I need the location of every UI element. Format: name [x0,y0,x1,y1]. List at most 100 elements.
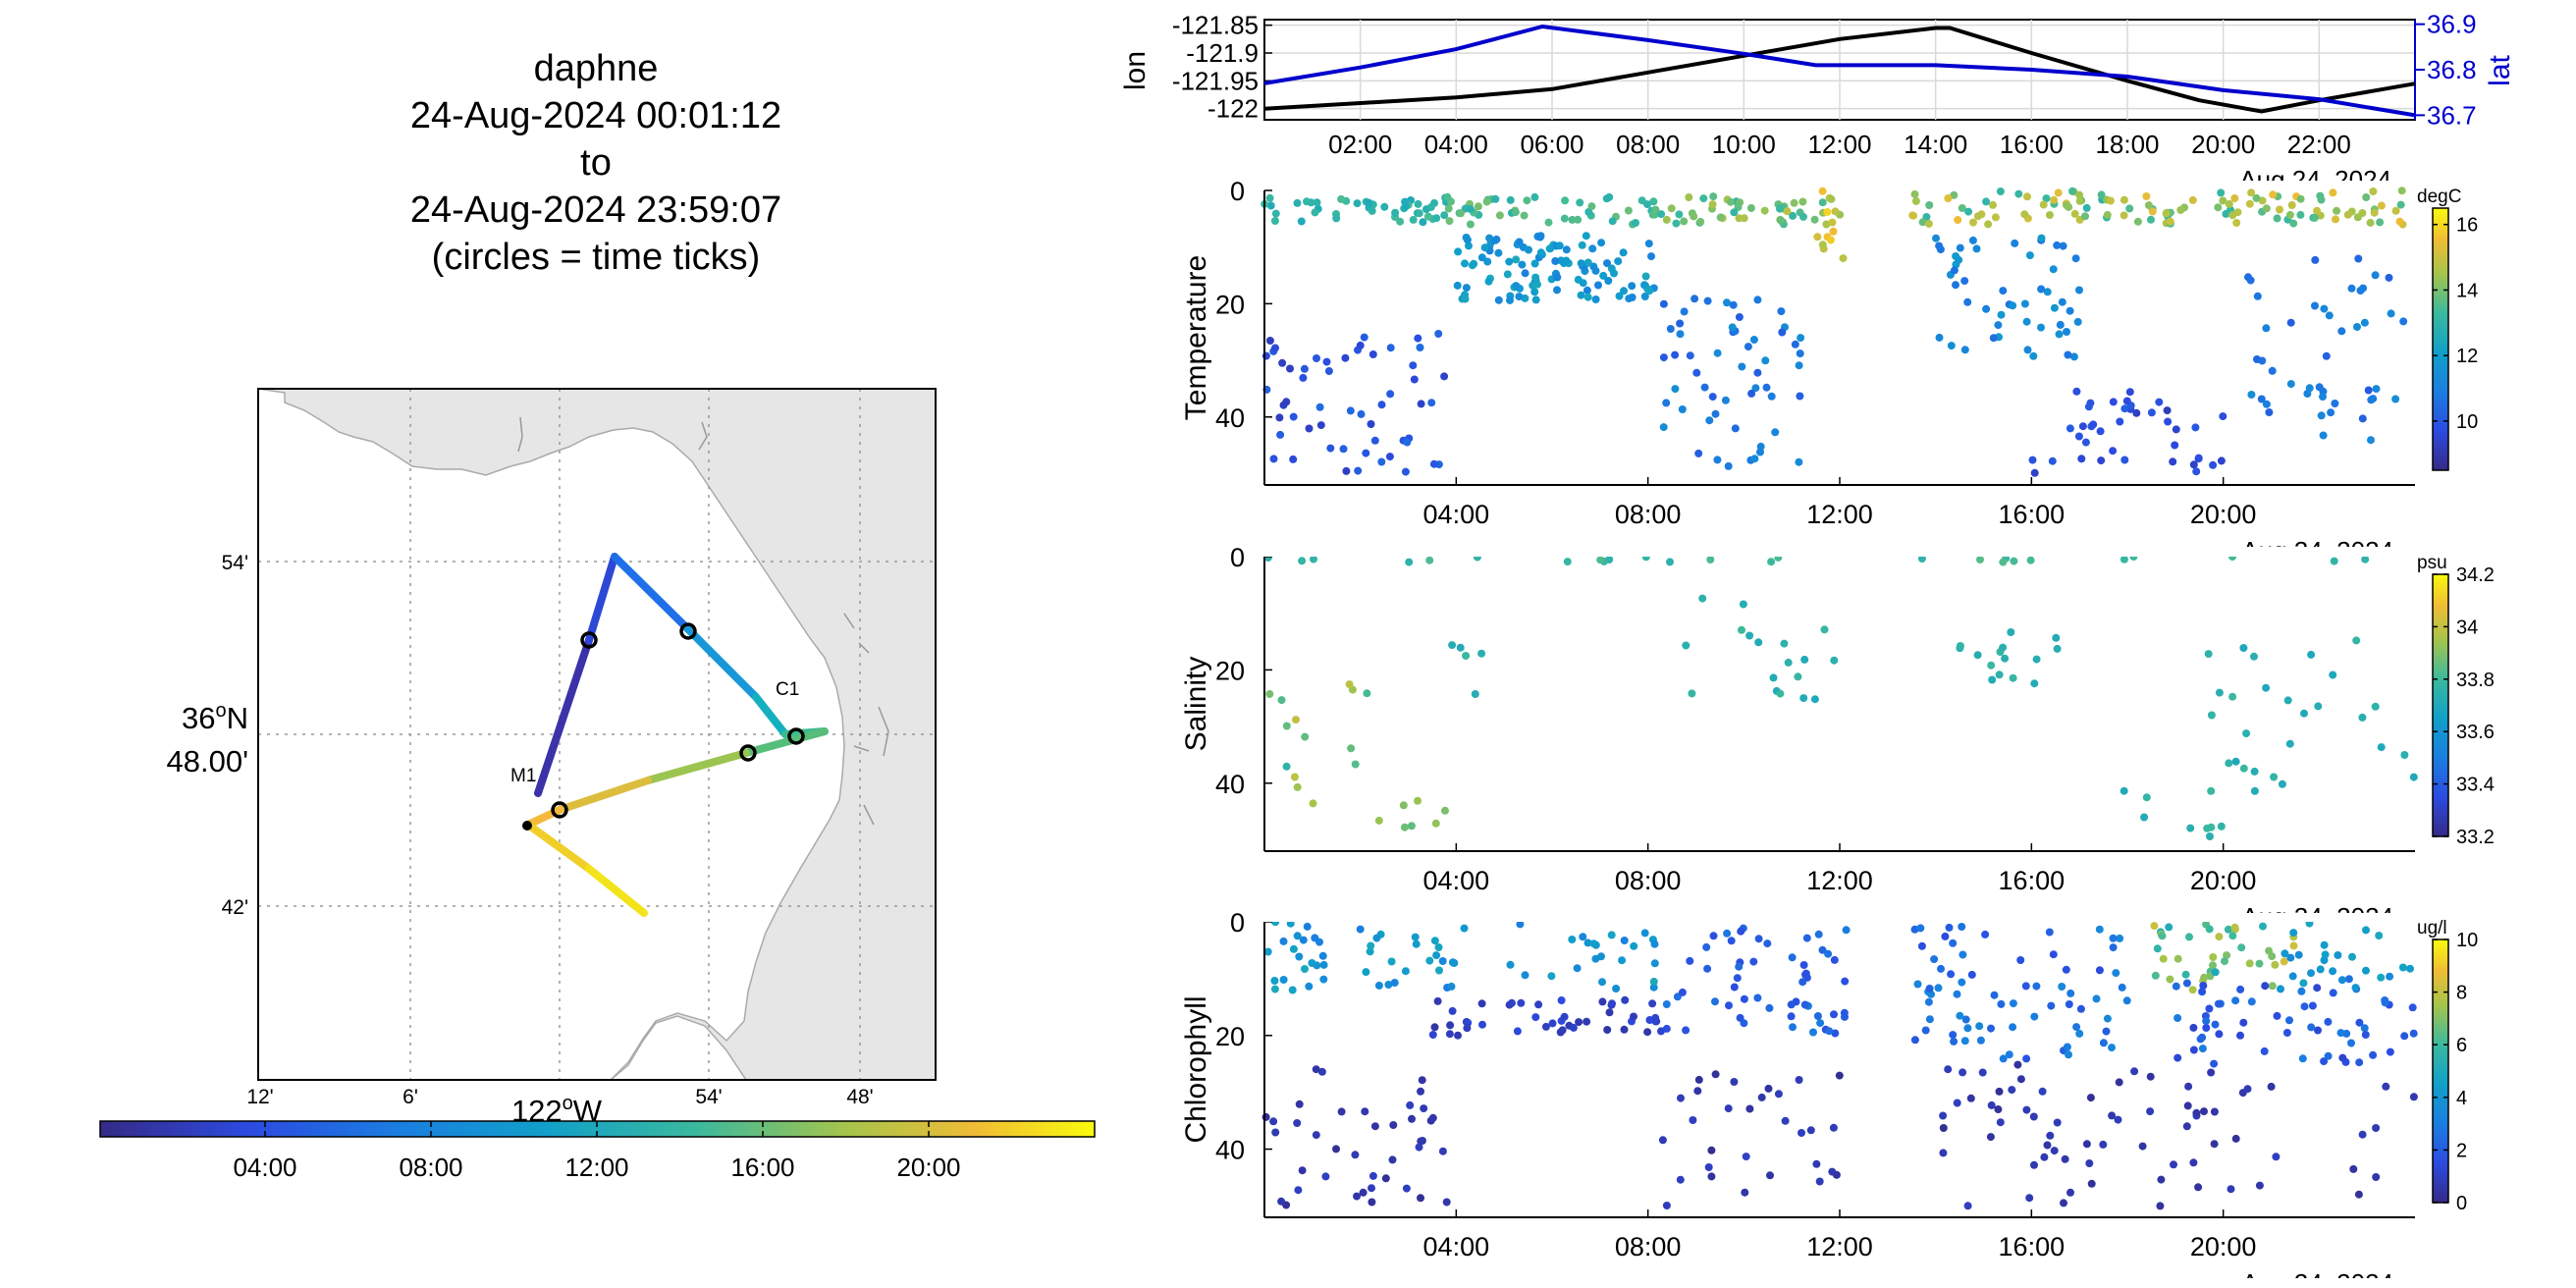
data-point [1726,197,1735,206]
data-point [2037,285,2046,294]
data-point [2382,1082,2390,1091]
data-point [2163,406,2172,415]
data-point [1603,259,1611,268]
data-point [1377,457,1386,466]
data-point [2046,1131,2055,1140]
data-point [1648,999,1657,1008]
data-point [1347,744,1356,753]
data-point [1762,383,1771,392]
data-point [1368,206,1376,215]
data-point [2239,644,2248,652]
data-point [2296,194,2305,203]
data-point [2285,210,2294,219]
data-point [1597,239,1606,247]
data-point [1618,956,1627,965]
data-point [1515,238,1524,246]
data-point [1591,295,1600,303]
data-point [2255,1181,2264,1190]
data-point [1406,1100,1415,1109]
data-point [1956,1011,1964,1020]
data-point [1987,661,1996,670]
data-point [1598,997,1607,1006]
data-point [1520,211,1529,220]
data-point [1829,227,1838,236]
data-point [1440,372,1449,381]
data-point [2280,957,2288,966]
data-point [1583,258,1592,267]
data-point [1569,1023,1578,1032]
data-point [2112,969,2120,978]
data-point [1677,1094,1685,1102]
data-point [2043,1141,2052,1150]
data-point [2351,984,2360,993]
data-point [1666,325,1675,333]
data-point [1689,1116,1697,1124]
data-point [2174,1053,2182,1062]
data-point [1391,208,1400,217]
data-point [2387,309,2395,318]
data-point [1503,270,1512,279]
data-point [2130,1067,2139,1076]
colorbar-tick: 6 [2456,1035,2467,1056]
data-point [2360,318,2369,327]
data-point [1577,291,1585,299]
data-point [2030,679,2039,688]
colorbar-tick: 10 [2456,930,2478,951]
data-point [1279,937,1288,945]
data-point [1598,978,1606,987]
data-point [1442,1198,1451,1207]
data-point [2366,218,2375,227]
data-point [2138,1142,2147,1151]
data-point [1303,922,1312,931]
data-point [1568,215,1577,224]
track-map: M1 C1 54' 36oN 48.00' 42' 12' 6' 54' 48'… [167,388,937,1128]
data-point [2364,386,2373,395]
data-point [1969,218,1977,227]
data-point [1332,1145,1340,1154]
data-point [2116,417,2124,426]
data-point [1321,1172,1330,1181]
data-point [2103,210,2112,219]
data-point [2338,1053,2347,1062]
data-point [1466,204,1475,213]
data-point [2215,688,2224,697]
data-point [2108,1111,2117,1120]
data-point [1799,694,1808,703]
data-point [1583,939,1592,947]
data-point [2400,751,2409,759]
data-point [2358,414,2367,423]
data-point [1771,428,1780,437]
data-point [2244,273,2252,282]
data-point [1827,194,1836,203]
data-point [2288,972,2297,981]
data-point [2109,398,2118,406]
data-point [1365,198,1373,207]
data-point [2360,1024,2369,1033]
data-point [2092,994,2101,1003]
data-point [1968,236,1977,244]
data-point [1505,1000,1514,1009]
data-point [1420,1104,1428,1113]
data-point [1412,939,1421,948]
data-point [1939,1111,1948,1120]
data-point [1753,993,1762,1002]
data-point [2050,1147,2059,1155]
data-point [1312,1131,1320,1140]
data-point [1557,996,1566,1004]
data-point [1297,217,1306,226]
data-point [2210,1059,2219,1068]
data-point [1367,941,1375,950]
data-point [1828,1167,1837,1176]
data-point [1433,996,1442,1005]
data-point [1444,204,1453,213]
data-point [2349,1164,2358,1173]
data-point [1963,1024,1972,1033]
data-point [2030,1012,2039,1021]
data-point [1818,187,1827,195]
data-point [1384,981,1393,989]
data-point [1716,213,1725,222]
data-point [2369,188,2378,195]
data-point [1492,235,1501,243]
data-point [1422,205,1430,214]
